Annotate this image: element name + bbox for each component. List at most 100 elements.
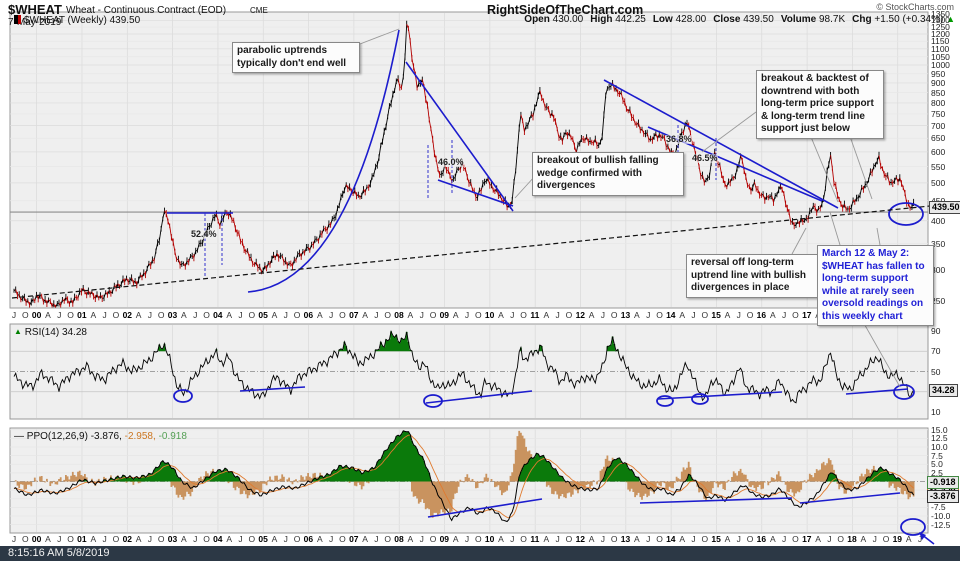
- x-axis-tick: A: [45, 534, 51, 544]
- x-axis-tick: A: [226, 534, 233, 544]
- main-chart-legend: $WHEAT (Weekly) 439.50: [14, 15, 140, 26]
- x-axis-tick: 13: [620, 309, 631, 320]
- x-axis-tick: 00: [31, 534, 42, 544]
- x-axis-tick: O: [565, 309, 573, 320]
- price-axis-tick: 350: [931, 238, 946, 249]
- x-axis-tick: 01: [77, 534, 87, 544]
- low-label: Low: [652, 14, 673, 25]
- x-axis-tick: J: [464, 534, 470, 544]
- chart-date: 7-May-2019: [8, 17, 62, 28]
- x-axis-tick: O: [67, 309, 74, 320]
- x-axis-tick: J: [283, 534, 288, 544]
- open-value: 430.00: [552, 14, 584, 25]
- candlestick-style-icon: [14, 15, 21, 24]
- x-axis-tick: O: [474, 309, 482, 320]
- x-axis-tick: J: [419, 309, 424, 320]
- open-label: Open: [524, 14, 550, 25]
- ppo-axis-tick: -10.0: [931, 511, 951, 521]
- x-axis-tick: O: [339, 534, 346, 544]
- x-axis-tick: O: [746, 309, 754, 320]
- close-label: Close: [713, 14, 741, 25]
- ppo-hist-value-box: -0.918: [927, 476, 959, 489]
- x-axis-tick: A: [316, 309, 323, 320]
- ppo-axis-tick: -12.5: [931, 519, 951, 530]
- x-axis-tick: J: [781, 534, 787, 544]
- x-axis-tick: J: [555, 309, 560, 320]
- x-axis-tick: A: [226, 309, 233, 320]
- high-label: High: [590, 14, 613, 25]
- x-axis-tick: A: [135, 309, 142, 320]
- price-axis-tick: 1200: [931, 29, 950, 39]
- rsi-axis-tick: 10: [931, 406, 941, 417]
- x-axis-tick: A: [815, 534, 821, 544]
- ppo-axis-tick: 10.0: [931, 442, 948, 452]
- price-axis-tick: 1000: [931, 60, 950, 70]
- x-axis-tick: 05: [258, 309, 268, 320]
- x-axis-tick: O: [429, 534, 437, 544]
- price-axis-tick: 950: [931, 68, 946, 79]
- x-axis-tick: O: [157, 534, 165, 544]
- x-axis-tick: A: [362, 534, 368, 544]
- ppo-axis-tick: 7.5: [931, 450, 943, 461]
- x-axis-tick: J: [238, 534, 243, 544]
- price-axis-tick: 1350: [931, 9, 950, 19]
- x-axis-tick: A: [271, 309, 278, 320]
- x-axis-tick: O: [248, 309, 256, 320]
- x-axis-tick: J: [510, 534, 515, 544]
- x-axis-tick: 02: [122, 309, 133, 320]
- x-axis-tick: A: [135, 534, 142, 544]
- x-axis-tick: J: [57, 309, 62, 320]
- x-axis-tick: A: [679, 534, 686, 544]
- x-axis-tick: O: [474, 534, 482, 544]
- x-axis-tick: A: [769, 309, 776, 320]
- ppo-legend: — PPO(12,26,9) -3.876, -2.958, -0.918: [14, 431, 187, 442]
- site-watermark: RightSideOfTheChart.com: [487, 3, 644, 17]
- price-axis-tick: 450: [931, 197, 945, 206]
- rsi-label: RSI(14): [24, 327, 60, 338]
- x-axis-tick: J: [736, 309, 741, 320]
- x-axis-tick: 10: [484, 534, 495, 544]
- x-axis-tick: 15: [711, 534, 721, 544]
- price-axis-tick: 900: [931, 77, 946, 88]
- x-axis-tick: J: [419, 534, 424, 544]
- x-axis-tick: J: [193, 534, 198, 544]
- low-value: 428.00: [675, 14, 707, 25]
- ppo-label: PPO(12,26,9): [26, 431, 88, 442]
- x-axis-tick: J: [147, 309, 153, 320]
- x-axis-tick: A: [679, 309, 686, 320]
- price-axis-tick: 400: [931, 215, 946, 226]
- x-axis-tick: O: [656, 309, 663, 320]
- x-axis-tick: J: [736, 534, 741, 544]
- price-axis-tick: 1100: [931, 43, 950, 54]
- x-axis-tick: O: [520, 534, 527, 544]
- x-axis-tick: 02: [122, 534, 133, 544]
- x-axis-tick: 18: [847, 534, 857, 544]
- x-axis-tick: 11: [530, 534, 540, 544]
- callout-parabolic: parabolic uptrends typically don't end w…: [232, 42, 360, 73]
- rsi-axis-tick: 90: [931, 326, 941, 337]
- callout-breakout-backtest: breakout & backtest of downtrend with bo…: [756, 70, 884, 139]
- fib-label-46-5: 46.5%: [692, 153, 718, 163]
- price-axis-tick: 1300: [931, 15, 950, 26]
- x-axis-tick: J: [374, 309, 379, 320]
- x-axis-tick: 17: [802, 534, 812, 544]
- x-axis-tick: O: [746, 534, 754, 544]
- x-axis-tick: A: [588, 534, 595, 544]
- x-axis-tick: 15: [711, 309, 721, 320]
- exchange-label: CME: [250, 6, 268, 15]
- instrument-name: Wheat - Continuous Contract (EOD): [66, 5, 227, 16]
- x-axis-tick: A: [905, 534, 912, 544]
- fib-label-46-0: 46.0%: [438, 157, 464, 167]
- x-axis-tick: A: [407, 309, 414, 320]
- x-axis-tick: A: [45, 309, 51, 320]
- x-axis-tick: 16: [756, 309, 767, 320]
- legend-text: $WHEAT (Weekly) 439.50: [24, 15, 141, 26]
- x-axis-tick: 00: [31, 309, 42, 320]
- x-axis-tick: O: [293, 309, 301, 320]
- x-axis-tick: A: [543, 534, 550, 544]
- x-axis-tick: A: [452, 309, 459, 320]
- x-axis-tick: J: [328, 534, 334, 544]
- x-axis-tick: O: [112, 534, 120, 544]
- price-axis-tick: 1250: [931, 22, 950, 33]
